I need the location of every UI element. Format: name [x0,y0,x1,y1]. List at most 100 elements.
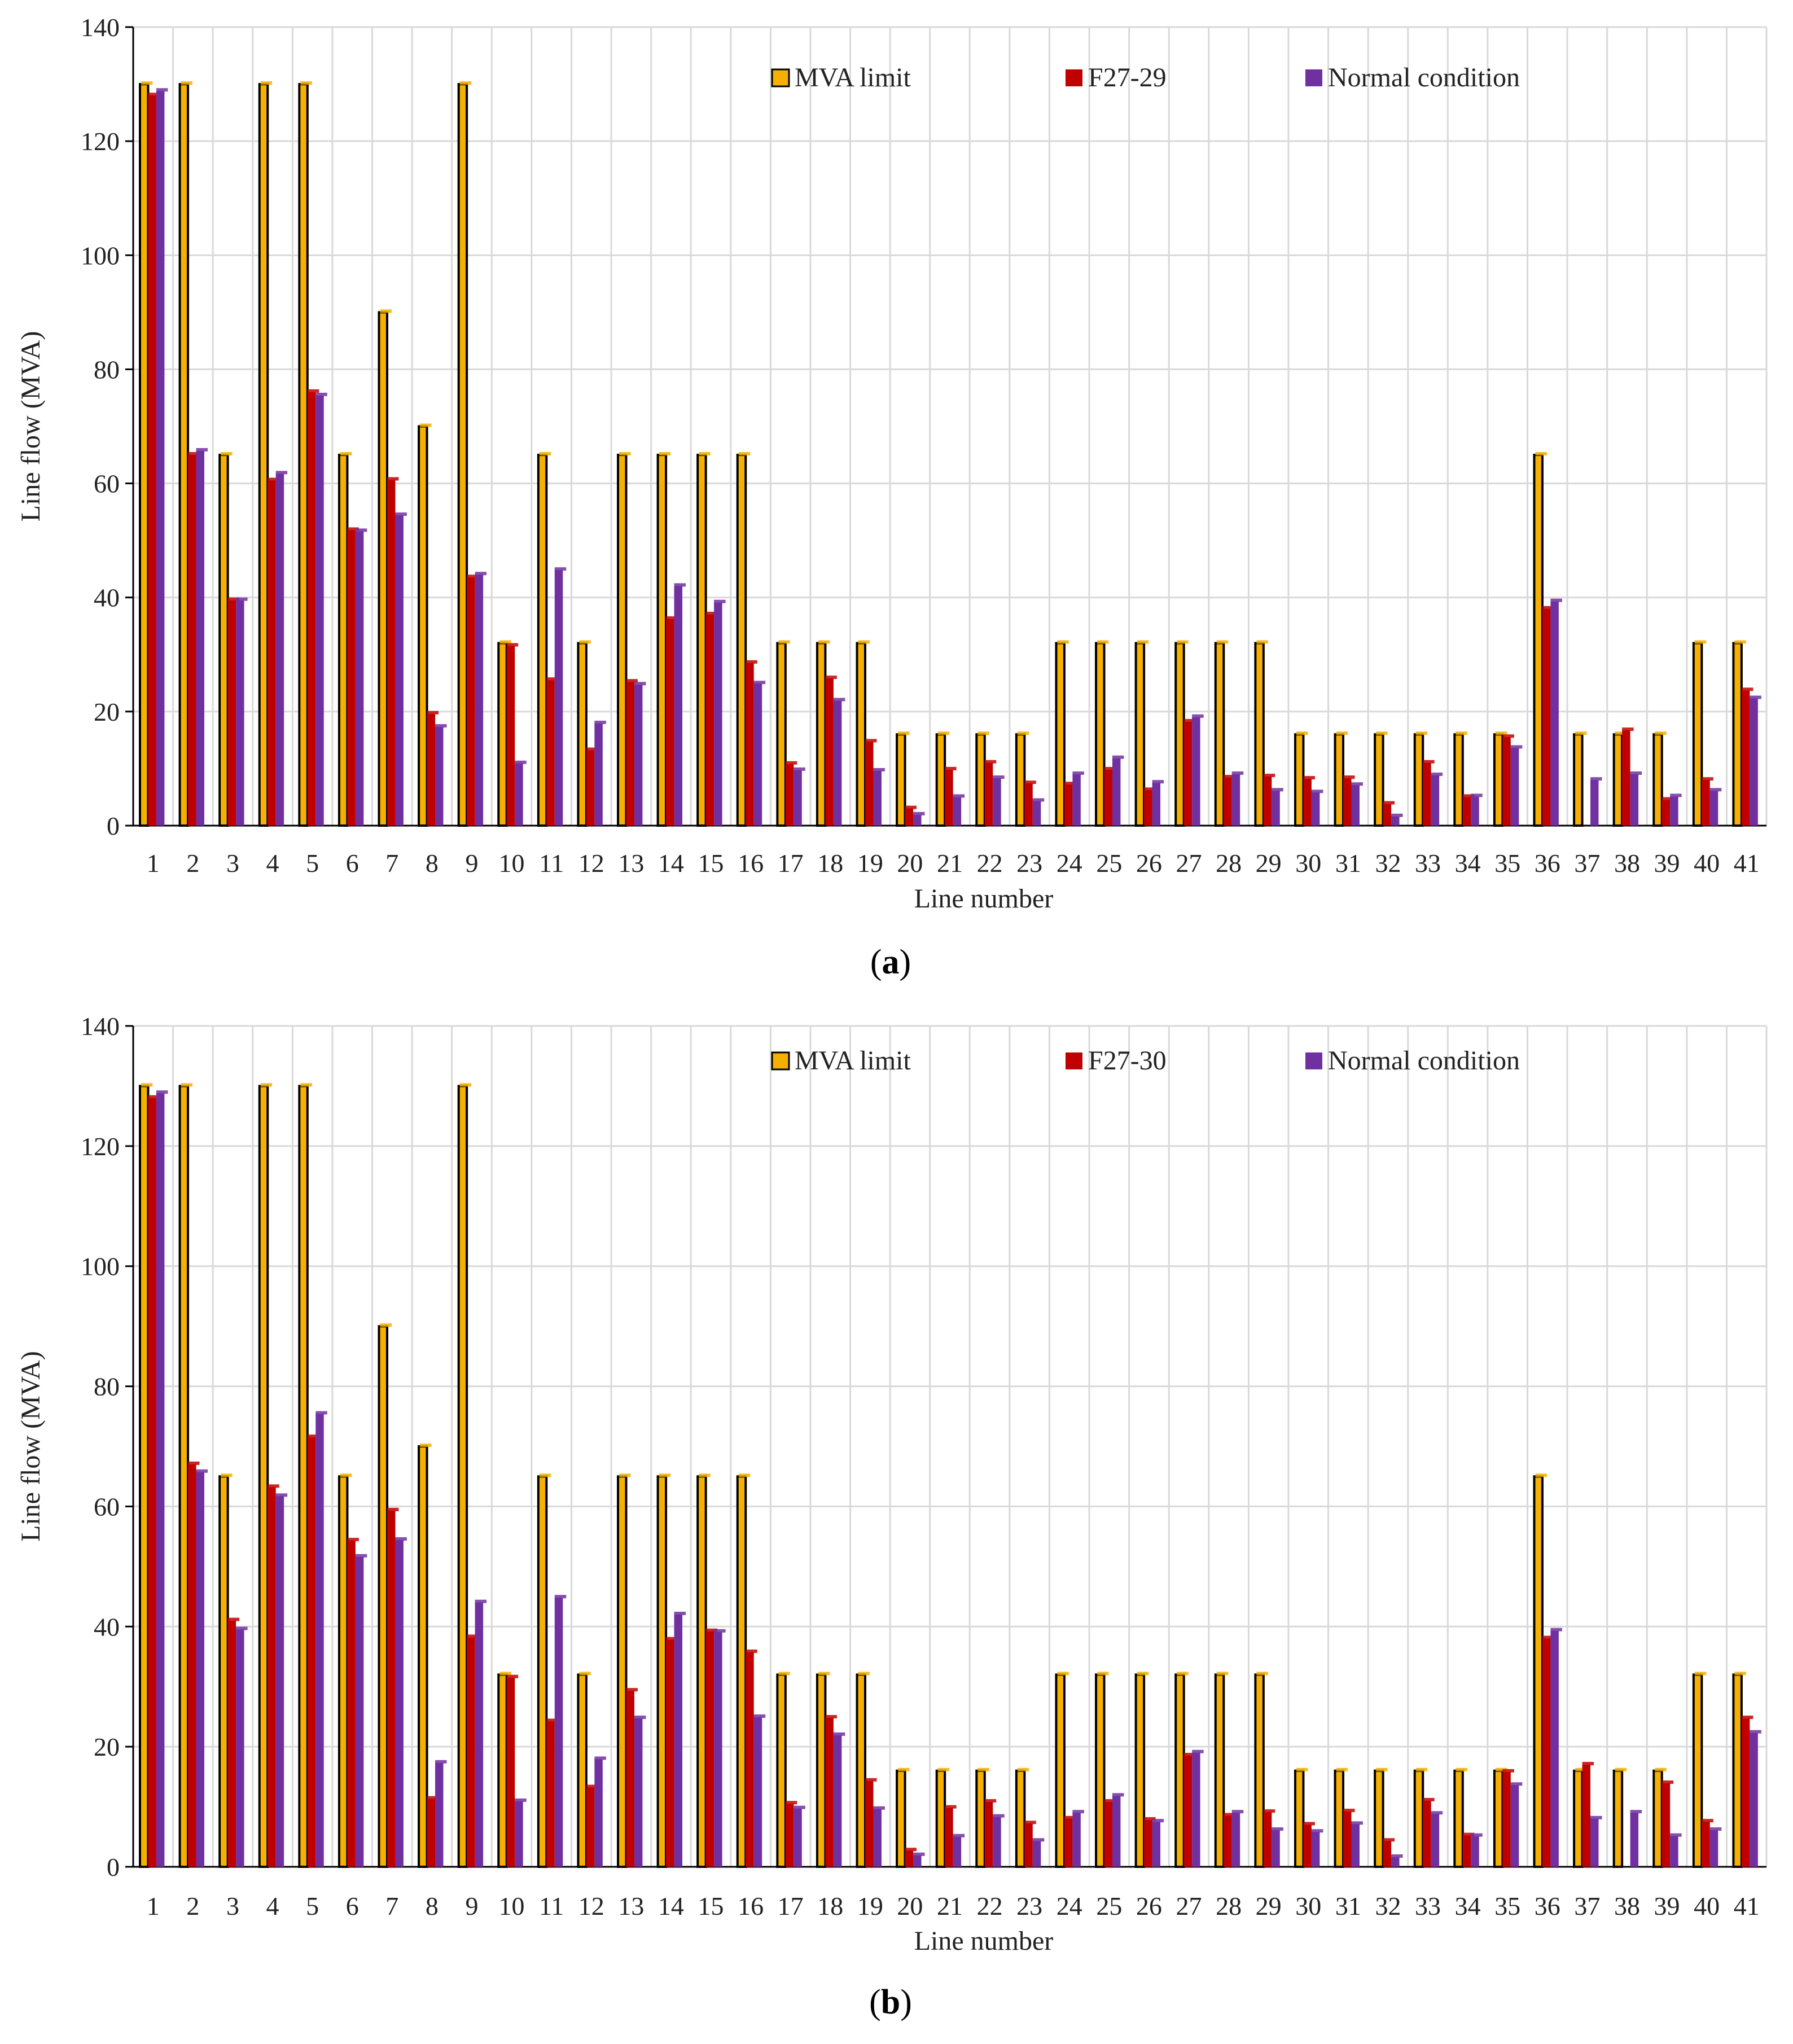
bar-cap-limit [898,731,910,735]
bar-cap-limit [1535,1473,1547,1477]
bar-cap-normal [236,1626,248,1630]
bar-cap-fault [984,760,997,764]
bar-cap-normal [515,760,527,764]
bar-cap-normal [1630,771,1642,775]
bar-cap-normal [1152,780,1164,784]
bar-cap-normal [395,512,407,516]
bar-cap-fault [188,1461,200,1465]
bar-normal [1391,816,1400,826]
bar-limit [696,1475,707,1868]
bar-cap-limit [1575,731,1587,735]
bar-cap-limit [1615,1767,1627,1771]
bar-limit [1493,1769,1504,1868]
bar-fault [1622,730,1630,826]
bar-limit [218,454,229,827]
bar-cap-limit [619,1473,631,1477]
bar-normal [873,1809,882,1867]
bar-fault [1662,1783,1671,1867]
bar-cap-limit [778,640,790,644]
bar-cap-limit [1137,640,1149,644]
x-tick-label: 41 [1734,849,1760,878]
bar-cap-limit [659,1473,671,1477]
bar-normal [1311,1832,1320,1867]
bar-cap-normal [1630,1810,1642,1814]
bar-normal [833,1735,842,1867]
bar-limit [656,454,668,827]
bar-cap-fault [148,1095,160,1099]
bar-fault [825,1718,834,1867]
x-tick-label: 4 [266,849,279,878]
bar-fault [227,1620,236,1867]
bar-cap-fault [666,616,678,620]
bar-cap-fault [1263,774,1275,778]
bar-cap-normal [953,1834,965,1837]
bar-fault [1343,1811,1352,1867]
bar-fault [1702,1822,1710,1867]
bar-limit [975,733,986,827]
bar-cap-normal [794,1805,805,1809]
x-tick-label: 30 [1295,849,1321,878]
bar-cap-normal [674,583,686,587]
bar-normal [1152,1822,1161,1867]
y-tick-label: 80 [94,1372,120,1401]
bar-normal [794,770,802,826]
bar-normal [1072,774,1081,826]
bar-fault [705,1631,714,1867]
bar-limit [1374,1769,1384,1868]
bar-fault [746,663,754,826]
bar-limit [816,642,827,827]
x-tick-label: 14 [658,1892,684,1920]
bar-fault [945,1808,953,1867]
bar-limit [1533,1475,1544,1868]
bar-cap-normal [1709,788,1722,792]
bar-limit [577,1673,588,1868]
bar-cap-normal [1471,1833,1483,1837]
bar-fault [1582,1765,1591,1867]
bar-cap-normal [1670,1833,1682,1837]
bar-cap-limit [1097,640,1109,644]
caption-letter: b [881,1983,900,2021]
bar-limit [1573,1769,1584,1868]
x-tick-label: 21 [937,1892,963,1920]
bar-fault [307,1437,316,1867]
bar-fault [746,1652,754,1867]
bar-cap-limit [1017,1767,1029,1771]
bar-cap-fault [984,1799,997,1803]
bar-normal [674,586,683,826]
bar-cap-fault [1741,1716,1753,1720]
bar-cap-fault [905,1848,917,1852]
bar-cap-fault [347,527,359,531]
bar-normal [554,1598,563,1867]
x-tick-label: 39 [1654,1892,1680,1920]
bar-fault [1702,780,1710,826]
y-tick-label: 80 [94,355,120,384]
bar-cap-fault [1702,1819,1713,1823]
bar-cap-limit [1615,731,1627,735]
bar-cap-normal [1550,598,1562,602]
x-tick-label: 1 [147,849,160,878]
bar-normal [594,1759,603,1867]
bar-cap-fault [825,1715,837,1719]
bar-cap-fault [546,1718,558,1722]
bar-limit [218,1475,229,1868]
x-tick-label: 37 [1574,849,1600,878]
bar-cap-normal [315,392,327,396]
bar-cap-normal [594,721,606,725]
bar-limit [1294,733,1305,827]
bar-fault [785,1804,794,1867]
bar-cap-normal [275,471,288,475]
bar-cap-fault [945,1805,957,1809]
y-tick-label: 60 [94,1492,120,1521]
bar-fault [506,1677,515,1867]
bar-normal [1550,601,1559,826]
bar-cap-normal [913,812,925,815]
bar-limit [497,642,508,827]
caption-letter: a [882,943,900,981]
bar-cap-limit [1017,731,1029,735]
bar-normal [1272,791,1280,826]
y-tick-label: 140 [81,1012,120,1041]
x-tick-label: 10 [499,1892,525,1920]
bar-normal [1630,1813,1639,1867]
bar-fault [307,392,316,826]
bar-cap-fault [785,1801,797,1805]
